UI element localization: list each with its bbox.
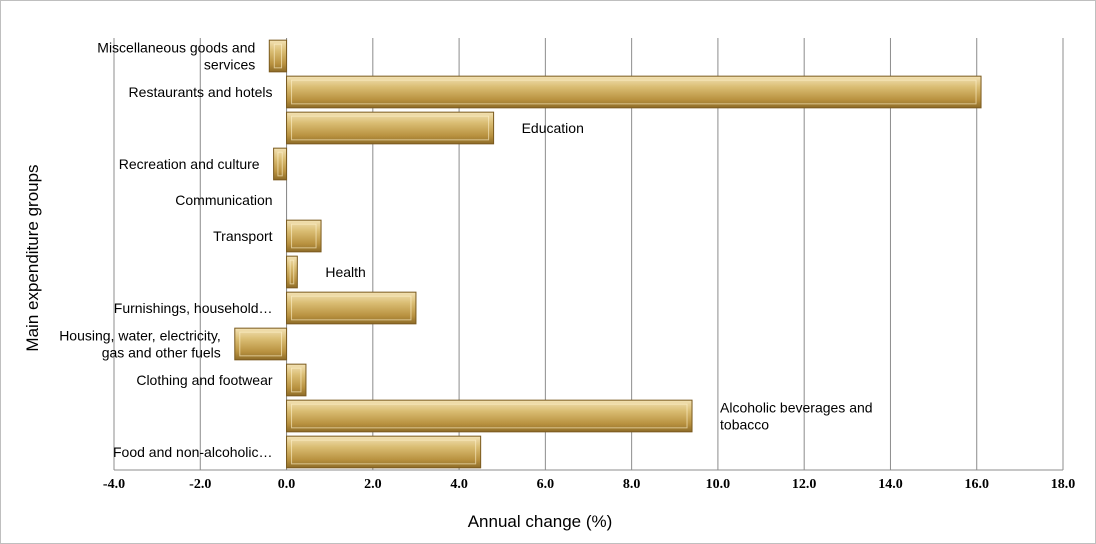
x-tick-label: 18.0 <box>1051 477 1076 492</box>
bar-bevel <box>291 223 317 249</box>
category-label: Restaurants and hotels <box>129 84 273 100</box>
x-tick-label: 12.0 <box>792 477 817 492</box>
gridlines <box>113 38 1064 471</box>
category-label: Education <box>522 120 584 136</box>
bar <box>286 111 495 145</box>
bar-body <box>286 219 322 253</box>
x-tick-label: 6.0 <box>537 477 555 492</box>
x-tick-label: 10.0 <box>706 477 731 492</box>
bar-bevel <box>239 331 283 357</box>
x-tick-label: 8.0 <box>623 477 641 492</box>
category-label: Furnishings, household… <box>114 300 273 316</box>
bar-body <box>234 327 288 361</box>
bar-bevel <box>273 43 283 69</box>
bar-body <box>286 399 693 433</box>
category-label: Housing, water, electricity, gas and othe… <box>59 328 221 361</box>
bar-body <box>268 39 288 73</box>
y-axis-title: Main expenditure groups <box>23 164 42 351</box>
category-label: Health <box>325 264 365 280</box>
bar <box>286 291 417 325</box>
bar <box>286 363 307 397</box>
bar-body <box>286 435 482 469</box>
category-label: Communication <box>175 192 272 208</box>
category-label: Food and non-alcoholic… <box>113 444 273 460</box>
bar-bevel <box>291 439 477 465</box>
x-tick-label: 2.0 <box>364 477 382 492</box>
bar-bevel <box>277 151 283 177</box>
bar-bevel <box>291 115 490 141</box>
bar-body <box>286 363 307 397</box>
category-label: Transport <box>213 228 273 244</box>
bars <box>234 39 982 469</box>
bar <box>286 255 298 289</box>
category-label: Miscellaneous goods and services <box>97 40 255 73</box>
x-axis-title: Annual change (%) <box>468 512 613 531</box>
bar <box>234 327 288 361</box>
x-tick-label: 14.0 <box>878 477 903 492</box>
x-tick-label: 16.0 <box>964 477 989 492</box>
category-label: Clothing and footwear <box>136 372 273 388</box>
bar-bevel <box>289 259 295 285</box>
x-axis-tick-labels: -4.0 -2.0 0.0 2.0 4.0 6.0 8.0 10.0 12.0 14.0 16.0 1… <box>103 477 1075 492</box>
category-labels: Food and non-alcoholic… Alcoholic beverag… <box>59 40 872 461</box>
bar <box>268 39 288 73</box>
bar-bevel <box>291 295 412 321</box>
bar-body <box>286 111 495 145</box>
bar-body <box>286 255 298 289</box>
bar-body <box>273 147 288 181</box>
bar-bevel <box>291 403 688 429</box>
bar <box>286 75 982 109</box>
x-tick-label: -4.0 <box>103 477 125 492</box>
bar <box>286 435 482 469</box>
bar-body <box>286 291 417 325</box>
x-tick-label: 0.0 <box>278 477 296 492</box>
category-label: Recreation and culture <box>119 156 260 172</box>
bar <box>273 147 288 181</box>
bar-bevel <box>291 79 977 105</box>
category-label: Alcoholic beverages and tobacco <box>720 400 873 433</box>
x-tick-label: -2.0 <box>189 477 211 492</box>
bar <box>286 399 693 433</box>
bar-body <box>286 75 982 109</box>
x-tick-label: 4.0 <box>450 477 468 492</box>
bar-bevel <box>291 367 302 393</box>
bar <box>286 219 322 253</box>
